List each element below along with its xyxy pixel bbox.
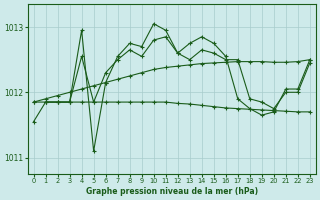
X-axis label: Graphe pression niveau de la mer (hPa): Graphe pression niveau de la mer (hPa) (86, 187, 258, 196)
